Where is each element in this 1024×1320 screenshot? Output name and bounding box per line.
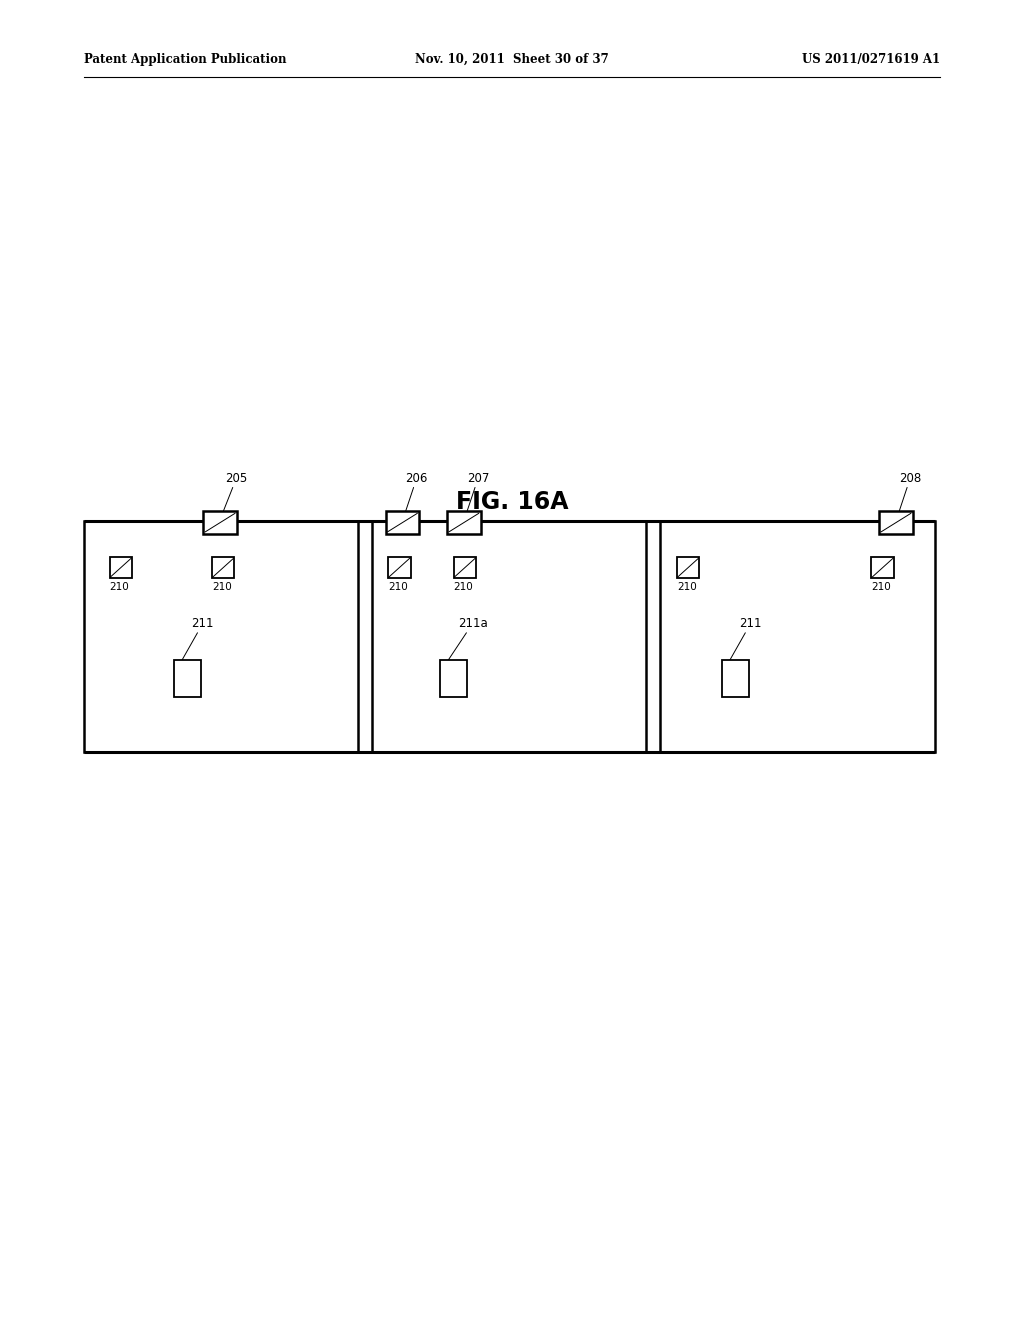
Text: 210: 210 — [388, 582, 408, 593]
Text: 210: 210 — [110, 582, 129, 593]
Bar — [454, 557, 476, 578]
Text: 207: 207 — [467, 471, 489, 511]
Bar — [385, 511, 420, 535]
Bar — [446, 511, 481, 535]
Bar — [174, 660, 201, 697]
Bar — [660, 521, 935, 752]
Text: 210: 210 — [677, 582, 696, 593]
Bar — [388, 557, 411, 578]
Text: 211: 211 — [730, 616, 762, 660]
Text: 210: 210 — [212, 582, 231, 593]
Bar — [372, 521, 646, 752]
Bar — [879, 511, 913, 535]
Bar — [677, 557, 699, 578]
Text: US 2011/0271619 A1: US 2011/0271619 A1 — [802, 53, 940, 66]
Text: 211a: 211a — [449, 616, 487, 660]
Text: Nov. 10, 2011  Sheet 30 of 37: Nov. 10, 2011 Sheet 30 of 37 — [415, 53, 609, 66]
Bar — [203, 511, 238, 535]
Text: 205: 205 — [223, 471, 248, 511]
Text: 210: 210 — [454, 582, 473, 593]
Bar — [84, 521, 358, 752]
Text: 206: 206 — [406, 471, 428, 511]
Bar — [440, 660, 467, 697]
Text: 208: 208 — [899, 471, 922, 511]
Bar — [871, 557, 894, 578]
Bar — [722, 660, 749, 697]
Text: Patent Application Publication: Patent Application Publication — [84, 53, 287, 66]
Text: 210: 210 — [871, 582, 891, 593]
Text: FIG. 16A: FIG. 16A — [456, 490, 568, 513]
Text: 211: 211 — [182, 616, 214, 660]
Bar — [212, 557, 234, 578]
Bar — [110, 557, 132, 578]
